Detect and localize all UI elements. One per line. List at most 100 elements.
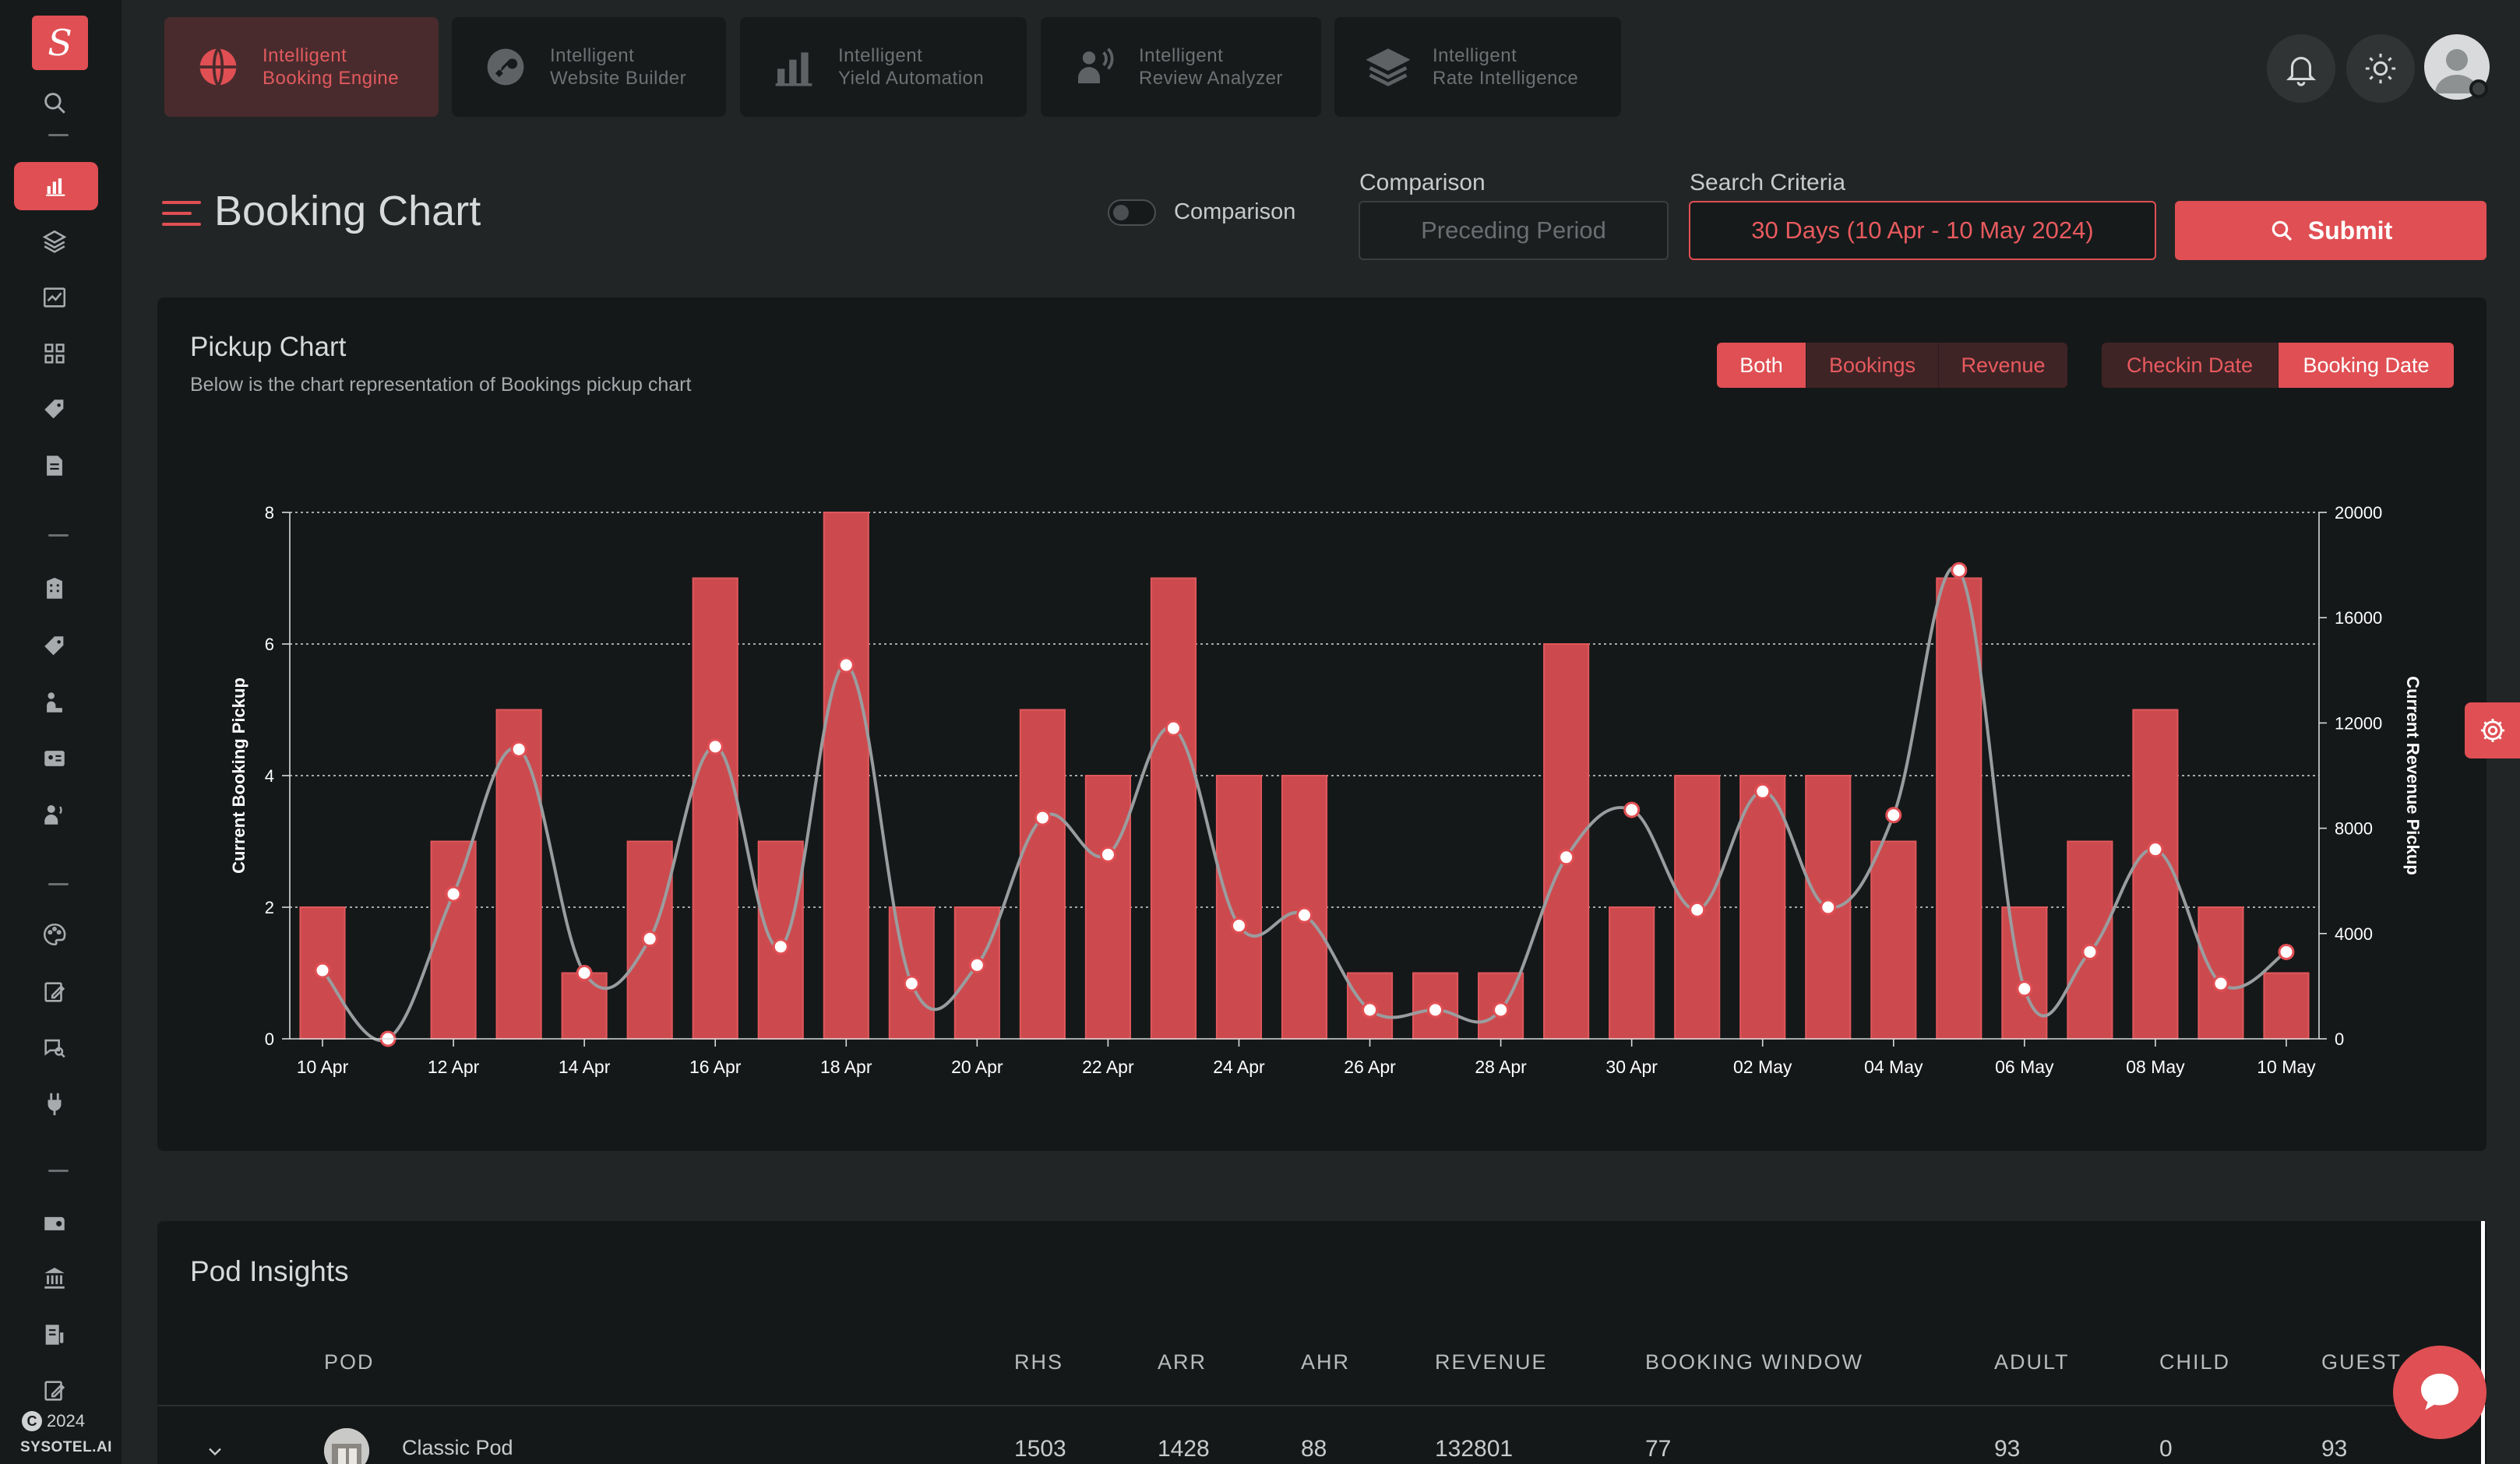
tab-website-builder[interactable]: Intelligent Website Builder — [452, 17, 726, 117]
search-icon[interactable] — [39, 87, 70, 118]
chart-bar — [2067, 840, 2113, 1040]
edit-note-icon[interactable] — [39, 977, 70, 1008]
tab-yield-automation[interactable]: Intelligent Yield Automation — [740, 17, 1027, 117]
chart-bar — [1609, 906, 1655, 1040]
pod-insights-title: Pod Insights — [190, 1255, 349, 1287]
sun-icon — [2365, 53, 2396, 84]
column-header: REVENUE — [1435, 1350, 1548, 1374]
id-card-icon[interactable] — [39, 743, 70, 774]
bank-icon[interactable] — [39, 1263, 70, 1294]
tab-review-analyzer[interactable]: Intelligent Review Analyzer — [1041, 17, 1321, 117]
y2-tick-label: 16000 — [2335, 608, 2382, 628]
tab-rate-intelligence[interactable]: Intelligent Rate Intelligence — [1334, 17, 1621, 117]
invoice-icon[interactable] — [39, 1319, 70, 1350]
chart-bar — [2198, 906, 2244, 1040]
settings-panel-button[interactable] — [2465, 702, 2520, 758]
pod-name[interactable]: Classic Pod — [402, 1436, 513, 1459]
revenue-point — [772, 938, 789, 955]
building-icon[interactable] — [39, 573, 70, 604]
tab-line1: Intelligent — [263, 45, 347, 66]
tab-line1: Intelligent — [838, 45, 923, 66]
status-dot — [2469, 79, 2488, 98]
metric-bookings-button[interactable]: Bookings — [1806, 343, 1938, 388]
bar-chart-icon — [771, 44, 816, 90]
y-tick-label: 4 — [265, 766, 274, 786]
chat-search-icon[interactable] — [39, 1033, 70, 1064]
x-tick-label: 26 Apr — [1344, 1057, 1396, 1077]
x-tick-label: 18 Apr — [820, 1057, 872, 1077]
pickup-chart-card: Pickup Chart Below is the chart represen… — [157, 297, 2487, 1151]
cell-booking-window: 77 — [1645, 1436, 1672, 1462]
palette-icon[interactable] — [39, 919, 70, 950]
x-tick-label: 20 Apr — [951, 1057, 1003, 1077]
revenue-point — [576, 965, 593, 981]
sidebar-item-booking-chart[interactable] — [14, 162, 98, 210]
wallet-icon[interactable] — [39, 1207, 70, 1238]
discount-tag-icon[interactable] — [39, 394, 70, 425]
checkin-date-button[interactable]: Checkin Date — [2102, 343, 2278, 388]
metric-revenue-button[interactable]: Revenue — [1938, 343, 2067, 388]
column-header: ARR — [1158, 1350, 1207, 1374]
chart-bar — [1870, 840, 1917, 1040]
bell-icon — [2286, 57, 2317, 86]
chevron-down-icon[interactable] — [204, 1441, 226, 1462]
x-tick-label: 30 Apr — [1605, 1057, 1658, 1077]
booking-date-button[interactable]: Booking Date — [2278, 343, 2454, 388]
search-criteria-select[interactable]: 30 Days (10 Apr - 10 May 2024) — [1689, 201, 2156, 260]
revenue-point — [903, 975, 920, 992]
cell-ahr: 88 — [1301, 1436, 1327, 1462]
notifications-button[interactable] — [2267, 34, 2335, 103]
y2-tick-label: 20000 — [2335, 503, 2382, 523]
comparison-select[interactable]: Preceding Period — [1359, 201, 1669, 260]
price-tag-icon[interactable] — [39, 631, 70, 662]
chart-bar — [430, 840, 477, 1040]
chat-bubble-icon — [2421, 1374, 2458, 1410]
revenue-point — [1099, 846, 1116, 863]
report-icon[interactable] — [39, 450, 70, 481]
chat-button[interactable] — [2393, 1346, 2487, 1439]
x-tick-label: 24 Apr — [1213, 1057, 1265, 1077]
submit-button[interactable]: Submit — [2175, 201, 2487, 260]
y2-tick-label: 12000 — [2335, 713, 2382, 733]
tab-line1: Intelligent — [550, 45, 635, 66]
edit-document-icon[interactable] — [39, 1375, 70, 1406]
chart-card-subtitle: Below is the chart representation of Boo… — [190, 374, 692, 396]
tab-booking-engine[interactable]: Intelligent Booking Engine — [164, 17, 439, 117]
metric-toggle-group: Both Bookings Revenue — [1717, 343, 2067, 388]
layers-icon[interactable] — [39, 226, 70, 257]
trend-chart-icon[interactable] — [39, 282, 70, 313]
y-tick-label: 0 — [265, 1029, 274, 1049]
submit-label: Submit — [2307, 216, 2393, 245]
chart-bar — [495, 709, 542, 1040]
date-type-toggle-group: Checkin Date Booking Date — [2102, 343, 2454, 388]
plug-icon[interactable] — [39, 1089, 70, 1120]
revenue-point — [2081, 943, 2099, 960]
revenue-point — [1296, 906, 1313, 924]
chart-bar — [561, 972, 608, 1040]
grid-icon[interactable] — [39, 338, 70, 369]
revenue-point — [1885, 807, 1902, 824]
chart-bar — [2132, 709, 2179, 1040]
scrollbar[interactable] — [2481, 1221, 2485, 1464]
comparison-toggle-label: Comparison — [1174, 199, 1296, 224]
theme-toggle-button[interactable] — [2346, 34, 2415, 103]
bar-chart-icon — [46, 178, 65, 196]
metric-both-button[interactable]: Both — [1717, 343, 1806, 388]
comparison-toggle[interactable] — [1108, 199, 1156, 226]
copyright: C 2024 — [22, 1411, 85, 1431]
sysotel-logo[interactable]: S — [32, 16, 88, 70]
layers-icon — [1366, 44, 1411, 90]
copyright-year: 2024 — [47, 1411, 85, 1431]
y-tick-label: 2 — [265, 898, 274, 917]
menu-toggle-icon[interactable] — [162, 198, 201, 229]
revenue-line — [321, 565, 2288, 1043]
chart-bar — [1215, 775, 1263, 1040]
chart-bar — [1936, 577, 1983, 1040]
x-tick-label: 14 Apr — [559, 1057, 611, 1077]
agent-desk-icon[interactable] — [39, 687, 70, 718]
x-tick-label: 02 May — [1733, 1057, 1792, 1077]
cell-adult: 93 — [1994, 1436, 2021, 1462]
pickup-chart: 0 2 4 6 8 0 4000 8000 12000 16000 20000 10 Apr 12 Ap… — [229, 503, 2423, 1077]
review-speaker-icon[interactable] — [39, 799, 70, 830]
wrench-icon — [483, 44, 528, 90]
